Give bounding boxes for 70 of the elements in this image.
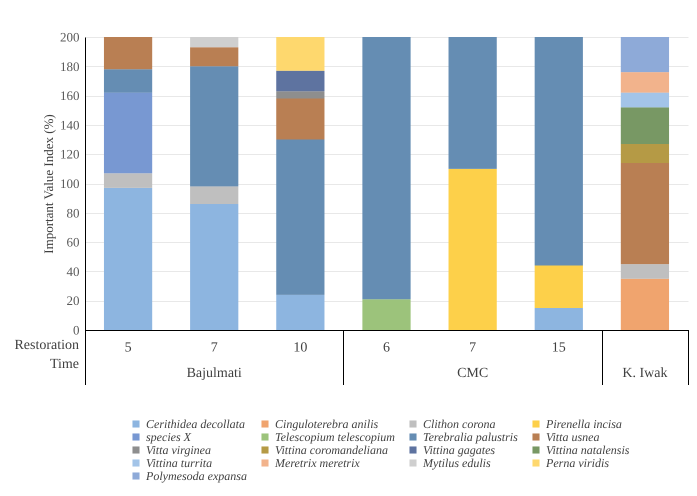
bar [276,294,324,330]
legend-label: Telescopium telescopium [275,430,396,444]
legend-label: Meretrix meretrix [274,456,360,470]
legend-label: Mytilus edulis [422,456,491,470]
bar [104,188,152,330]
y-tick-label: 200 [60,30,80,44]
y-tick-label: 140 [60,117,80,132]
x-tick-label: 15 [552,340,566,356]
bar [448,168,497,330]
bar [104,69,152,93]
legend-label: Pirenella incisa [545,417,622,431]
legend-label: Vittina gagates [423,443,496,457]
legend-label: Polymesoda expansa [145,469,247,483]
text: K. Iwak [621,366,668,382]
legend-label: Vitta virginea [146,443,211,457]
bar [104,173,152,188]
legend-label: Perna viridis [545,456,610,470]
bar [534,266,583,308]
y-tick-label: 40 [66,264,80,279]
y-axis-title: Important Value Index (%) [41,114,56,254]
bar [534,37,583,266]
y-tick-label: 100 [60,176,80,191]
bar [104,92,152,174]
bar [620,162,670,264]
bar [104,37,152,70]
bar [448,37,497,169]
legend-label: Clithon corona [423,417,496,431]
y-tick-label: 180 [60,58,80,74]
bar [276,70,324,92]
x-tick-label: 5 [124,340,132,356]
x-axis-title: Restoration Time [13,337,79,374]
bar [190,47,238,66]
bar [276,140,324,295]
bar [362,37,411,300]
y-tick-label: 60 [66,234,80,250]
y-tick-label: 0 [73,322,80,338]
y-tick-label: 120 [60,146,80,162]
bar [620,107,670,144]
legend-label: Cinguloterebra anilis [275,417,379,431]
bar [190,204,238,330]
bar [620,264,670,279]
legend-label: species X [146,430,192,444]
x-tick-label: 6 [383,340,390,356]
bar [534,308,583,330]
bar [190,37,238,48]
bar [276,98,324,140]
legend-label: Cerithidea decollata [146,417,245,431]
bar [620,37,670,72]
bar [276,37,324,71]
bar [620,92,670,108]
x-tick-label: 7 [469,340,476,356]
legend-label: Vittina coromandeliana [275,443,388,457]
x-tick-label: 7 [210,340,218,356]
bar [620,278,670,330]
y-tick-label: 80 [66,205,80,220]
bar [620,144,670,163]
x-tick-label: 10 [293,340,308,356]
y-tick-label: 20 [66,293,80,308]
bar [190,66,238,186]
bar [362,299,411,330]
text: CMC [456,366,490,382]
legend-label: Terebralia palustris [423,430,518,444]
legend-label: Vitta usnea [546,430,600,444]
legend-label: Vittina natalensis [546,443,630,457]
legend-label: Vittina turrita [146,456,212,470]
bar [190,186,238,204]
bar [620,72,670,93]
bar [276,91,324,99]
text: Bajulmati [186,366,243,382]
y-tick-label: 160 [60,88,80,104]
